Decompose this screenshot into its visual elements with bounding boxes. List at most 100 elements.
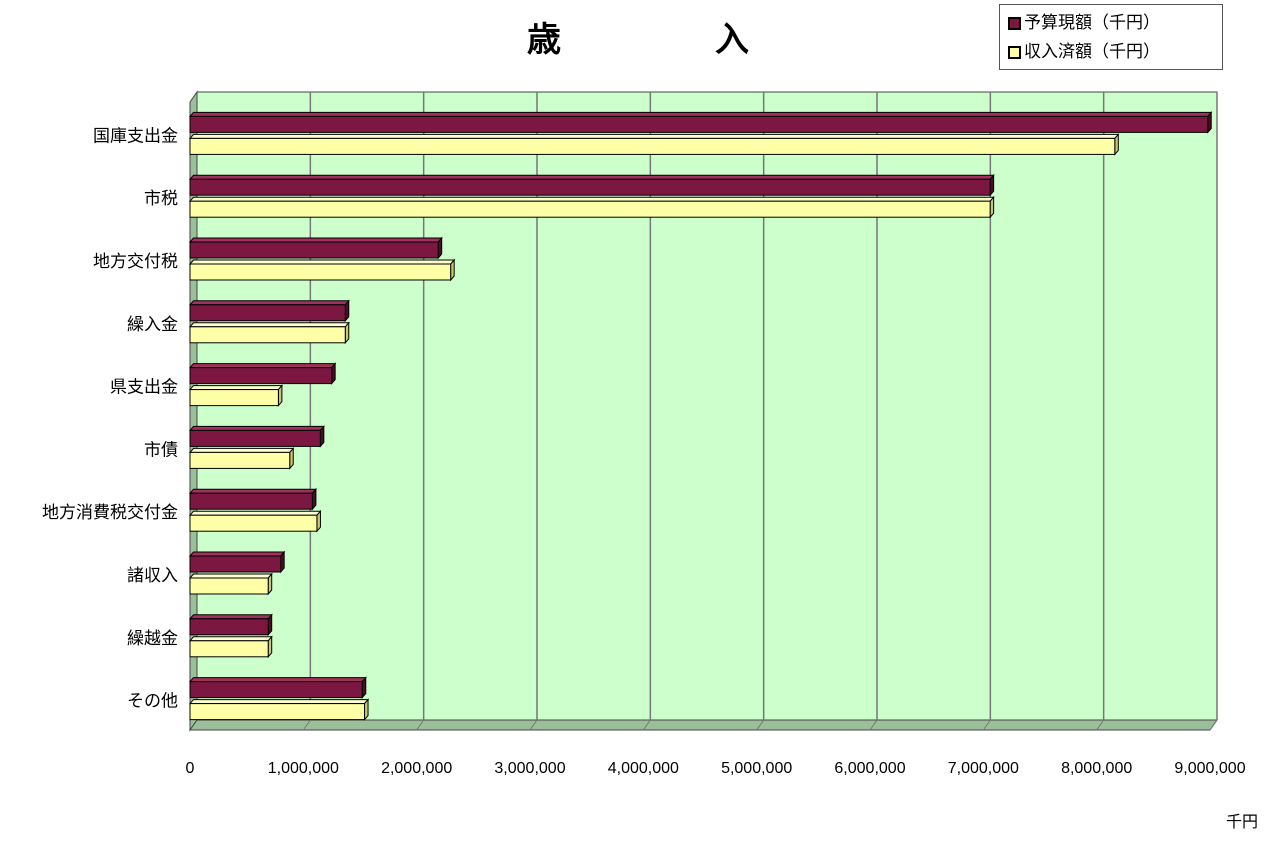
legend-item-received: 収入済額（千円）	[1008, 38, 1214, 67]
bar-received-side	[989, 195, 995, 219]
bar-budget	[189, 304, 346, 322]
bar-received-side	[267, 572, 273, 596]
y-category-label: 地方交付税	[93, 252, 178, 272]
x-gridline-floor	[756, 719, 765, 731]
x-gridline-floor	[642, 719, 651, 731]
legend-swatch-received	[1008, 46, 1021, 59]
legend-swatch-budget	[1008, 17, 1021, 30]
bar-budget-side	[267, 613, 273, 637]
bar-budget-top	[188, 237, 443, 243]
bar-budget	[189, 429, 321, 447]
legend-label-received: 収入済額（千円）	[1024, 42, 1160, 62]
bar-budget-top	[188, 614, 273, 620]
y-category-label: 市税	[144, 189, 178, 209]
x-gridline-floor	[869, 719, 878, 731]
bar-budget-top	[188, 425, 325, 431]
bar-budget-side	[361, 676, 367, 699]
bar-received	[189, 451, 291, 469]
y-category-label: 市債	[144, 440, 178, 460]
x-tick-label: 4,000,000	[608, 760, 679, 777]
bar-received-side	[450, 258, 455, 282]
bar-received-side	[267, 635, 273, 659]
bar-budget	[189, 115, 1209, 133]
x-tick-label: 7,000,000	[948, 760, 1019, 777]
bar-received-side	[1114, 133, 1119, 156]
bar-received	[189, 137, 1116, 155]
legend: 予算現額（千円） 収入済額（千円）	[999, 4, 1223, 70]
x-gridline-floor	[1096, 719, 1105, 731]
bar-budget-side	[331, 362, 336, 385]
bar-received-top	[188, 447, 295, 453]
bar-budget-side	[437, 236, 443, 260]
bar-received-top	[188, 259, 456, 265]
x-gridline-floor	[1209, 719, 1218, 731]
bar-received-side	[289, 447, 294, 470]
bar-budget	[189, 555, 282, 573]
x-tick-label: 2,000,000	[381, 760, 452, 777]
x-tick-label: 9,000,000	[1174, 760, 1245, 777]
bar-budget-side	[344, 299, 350, 323]
y-category-label: 繰越金	[127, 629, 178, 649]
bar-received-top	[188, 699, 370, 705]
bar-received	[189, 326, 346, 344]
plot-back-wall	[196, 91, 1218, 721]
plot-floor	[189, 719, 1218, 731]
y-category-label: 諸収入	[127, 566, 178, 586]
x-tick-label: 0	[186, 760, 195, 777]
bar-received-top	[188, 636, 273, 642]
bar-budget-side	[319, 425, 325, 448]
bar-received	[189, 200, 991, 218]
bar-received-top	[188, 385, 284, 391]
y-category-label: 地方消費税交付金	[42, 503, 178, 523]
bar-received-side	[277, 384, 283, 407]
bar-received-top	[188, 510, 322, 516]
bar-received	[189, 514, 318, 532]
bar-budget	[189, 681, 363, 699]
bar-budget-top	[188, 363, 337, 369]
x-gridline-floor	[416, 719, 425, 731]
bar-received	[189, 263, 452, 281]
y-category-label: 繰入金	[127, 315, 178, 335]
x-tick-label: 6,000,000	[834, 760, 905, 777]
x-tick-label: 5,000,000	[721, 760, 792, 777]
bar-received-side	[364, 698, 369, 721]
bar-budget	[189, 241, 439, 259]
bar-budget-side	[1207, 111, 1212, 134]
legend-item-budget: 予算現額（千円）	[1008, 9, 1214, 38]
bar-budget-side	[280, 550, 285, 574]
bar-received-top	[188, 196, 995, 202]
bar-received-top	[188, 322, 350, 328]
chart-title: 歳 入	[527, 20, 809, 60]
bar-received	[189, 703, 366, 721]
bar-budget	[189, 367, 333, 385]
bar-received	[189, 640, 269, 658]
bar-received	[189, 389, 279, 407]
bar-budget-side	[311, 487, 317, 511]
bar-budget-side	[989, 173, 995, 197]
bar-budget-top	[188, 488, 318, 494]
y-category-label: 国庫支出金	[93, 126, 178, 146]
bar-budget	[189, 618, 269, 636]
bar-received	[189, 577, 269, 595]
bar-received-top	[188, 573, 273, 579]
bar-received-top	[188, 133, 1120, 139]
y-category-label: その他	[127, 692, 178, 712]
bar-budget-top	[188, 174, 995, 180]
x-tick-label: 1,000,000	[268, 760, 339, 777]
bar-budget-top	[188, 300, 350, 306]
bar-budget-top	[188, 111, 1213, 117]
bar-received-side	[316, 509, 321, 533]
y-category-label: 県支出金	[110, 378, 178, 398]
legend-label-budget: 予算現額（千円）	[1024, 13, 1160, 33]
x-tick-label: 3,000,000	[494, 760, 565, 777]
bar-budget-top	[188, 551, 286, 557]
x-axis-unit-label: 千円	[1225, 812, 1258, 831]
bar-budget	[189, 178, 991, 196]
bar-budget-top	[188, 677, 367, 683]
x-gridline-floor	[302, 719, 311, 731]
x-gridline-floor	[982, 719, 991, 731]
bar-received-side	[344, 321, 350, 345]
x-tick-label: 8,000,000	[1061, 760, 1132, 777]
x-gridline-floor	[529, 719, 538, 731]
